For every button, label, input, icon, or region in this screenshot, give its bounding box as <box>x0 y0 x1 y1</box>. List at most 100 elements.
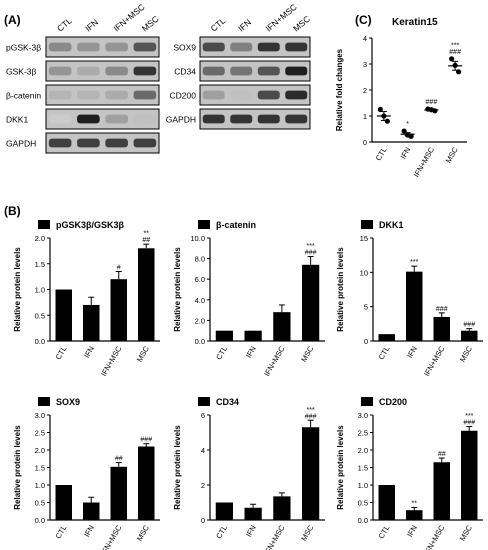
data-point <box>381 113 387 119</box>
right-col-label: MSC <box>291 14 312 34</box>
left-band <box>105 90 128 100</box>
left-col-label: IFN <box>83 17 100 33</box>
x-tick-label: IFN+MSC <box>422 344 447 378</box>
bar <box>83 502 100 520</box>
y-axis-label: Relative protein levels <box>13 425 22 510</box>
right-band <box>230 66 253 76</box>
y-tick-label: 10 <box>360 268 368 277</box>
bar <box>55 485 72 520</box>
x-tick-label: IFN <box>405 345 419 360</box>
y-tick-label: 4 <box>201 446 205 455</box>
significance-label: ### <box>426 99 438 106</box>
right-col-label: CTL <box>209 15 228 33</box>
x-tick-label: IFN <box>405 524 419 539</box>
bar <box>406 271 423 341</box>
right-band <box>202 114 225 124</box>
y-axis-label: Relative protein levels <box>173 247 182 332</box>
left-band <box>77 42 100 52</box>
chart-dkk1: DKK1 0 5 10 15 Relative protein levels CTL IFN I… <box>336 220 483 378</box>
x-tick-label: CTL <box>54 345 69 362</box>
y-tick-label: 0 <box>363 138 367 147</box>
left-row-label: DKK1 <box>6 115 28 125</box>
left-blot-strip <box>45 108 160 130</box>
y-tick-label: 8.0 <box>195 255 205 264</box>
x-tick-label: MSC <box>458 523 474 542</box>
chart-pgsk: pGSK3β/GSK3β 0.0 0.5 1.0 1.5 2.0 Relative prot… <box>13 220 160 378</box>
right-band <box>257 114 280 124</box>
bar <box>461 330 478 341</box>
y-axis-label: Relative fold changes <box>335 48 344 131</box>
y-tick-label: 0 <box>364 337 368 346</box>
left-col-label: MSC <box>140 14 161 34</box>
left-blot-strip <box>45 84 160 106</box>
left-band <box>48 138 72 148</box>
significance-label: ## <box>115 456 123 463</box>
left-col-label: CTL <box>55 15 74 33</box>
chart-cd34: CD34 0 2 4 6 Relative protein levels CTL IFN IFN… <box>173 397 325 550</box>
significance-label: *** <box>465 413 473 420</box>
y-tick-label: 2.0 <box>195 316 205 325</box>
left-row-label: β-catenin <box>6 91 41 101</box>
y-tick-label: 3.0 <box>35 411 45 420</box>
x-tick-label: MSC <box>299 344 315 363</box>
significance-label: ### <box>305 250 317 257</box>
right-row-label: CD200 <box>170 91 197 101</box>
bar <box>83 304 100 341</box>
x-tick-label: MSC <box>458 344 474 363</box>
x-tick-label: CTL <box>377 345 392 362</box>
y-tick-label: 2.0 <box>35 234 45 243</box>
bar <box>461 430 478 520</box>
y-axis-label: Relative protein levels <box>336 247 345 332</box>
left-row-label: GSK-3β <box>6 67 37 77</box>
x-tick-label: IFN+MSC <box>99 344 124 378</box>
y-tick-label: 1.5 <box>35 464 45 473</box>
left-band <box>48 114 72 124</box>
y-tick-label: 0.0 <box>35 516 45 525</box>
right-blot-strip <box>199 60 311 82</box>
bar <box>215 330 233 341</box>
significance-label: ** <box>412 500 418 507</box>
data-point <box>408 133 414 139</box>
y-tick-label: 1.5 <box>35 260 45 269</box>
bar <box>273 312 291 341</box>
panel-label-a: (A) <box>4 13 21 27</box>
y-tick-label: 2.5 <box>35 429 45 438</box>
significance-label: # <box>117 264 121 271</box>
significance-label: ### <box>305 413 317 420</box>
y-axis-label: Relative protein levels <box>13 247 22 332</box>
bar <box>302 427 320 520</box>
right-band <box>285 66 308 76</box>
bar <box>138 446 155 520</box>
y-tick-label: 2.0 <box>358 446 368 455</box>
data-point <box>452 62 458 68</box>
left-band <box>133 114 157 124</box>
bar <box>406 510 423 520</box>
y-tick-label: 0.0 <box>358 516 368 525</box>
panel-label-b: (B) <box>4 204 21 218</box>
chart-cd200: CD200 0.0 0.5 1.0 1.5 2.0 2.5 3.0 Relative prote… <box>336 397 483 550</box>
right-band <box>230 42 253 52</box>
x-tick-label: IFN+MSC <box>262 344 287 378</box>
y-tick-label: 0.0 <box>195 337 205 346</box>
significance-label: *** <box>410 259 418 266</box>
y-tick-label: 5 <box>364 303 368 312</box>
chart-bcat: β-catenin 0.0 2.0 4.0 6.0 8.0 10.0 Relative pro… <box>173 220 325 378</box>
significance-label: ## <box>142 237 150 244</box>
significance-label: ## <box>438 451 446 458</box>
x-tick-label: IFN <box>244 345 258 360</box>
bar <box>378 485 395 520</box>
right-band <box>230 114 253 124</box>
legend-swatch <box>38 397 50 406</box>
x-tick-label: MSC <box>135 344 151 363</box>
y-tick-label: 0.0 <box>35 337 45 346</box>
y-tick-label: 0.5 <box>358 499 368 508</box>
chart-title: CD200 <box>379 397 407 407</box>
y-axis-label: Relative protein levels <box>336 425 345 510</box>
left-band <box>105 66 128 76</box>
y-tick-label: 6 <box>201 411 205 420</box>
legend-swatch <box>361 397 373 406</box>
chart-title: pGSK3β/GSK3β <box>56 220 125 230</box>
chart-title: β-catenin <box>216 220 256 230</box>
left-band <box>48 90 72 100</box>
